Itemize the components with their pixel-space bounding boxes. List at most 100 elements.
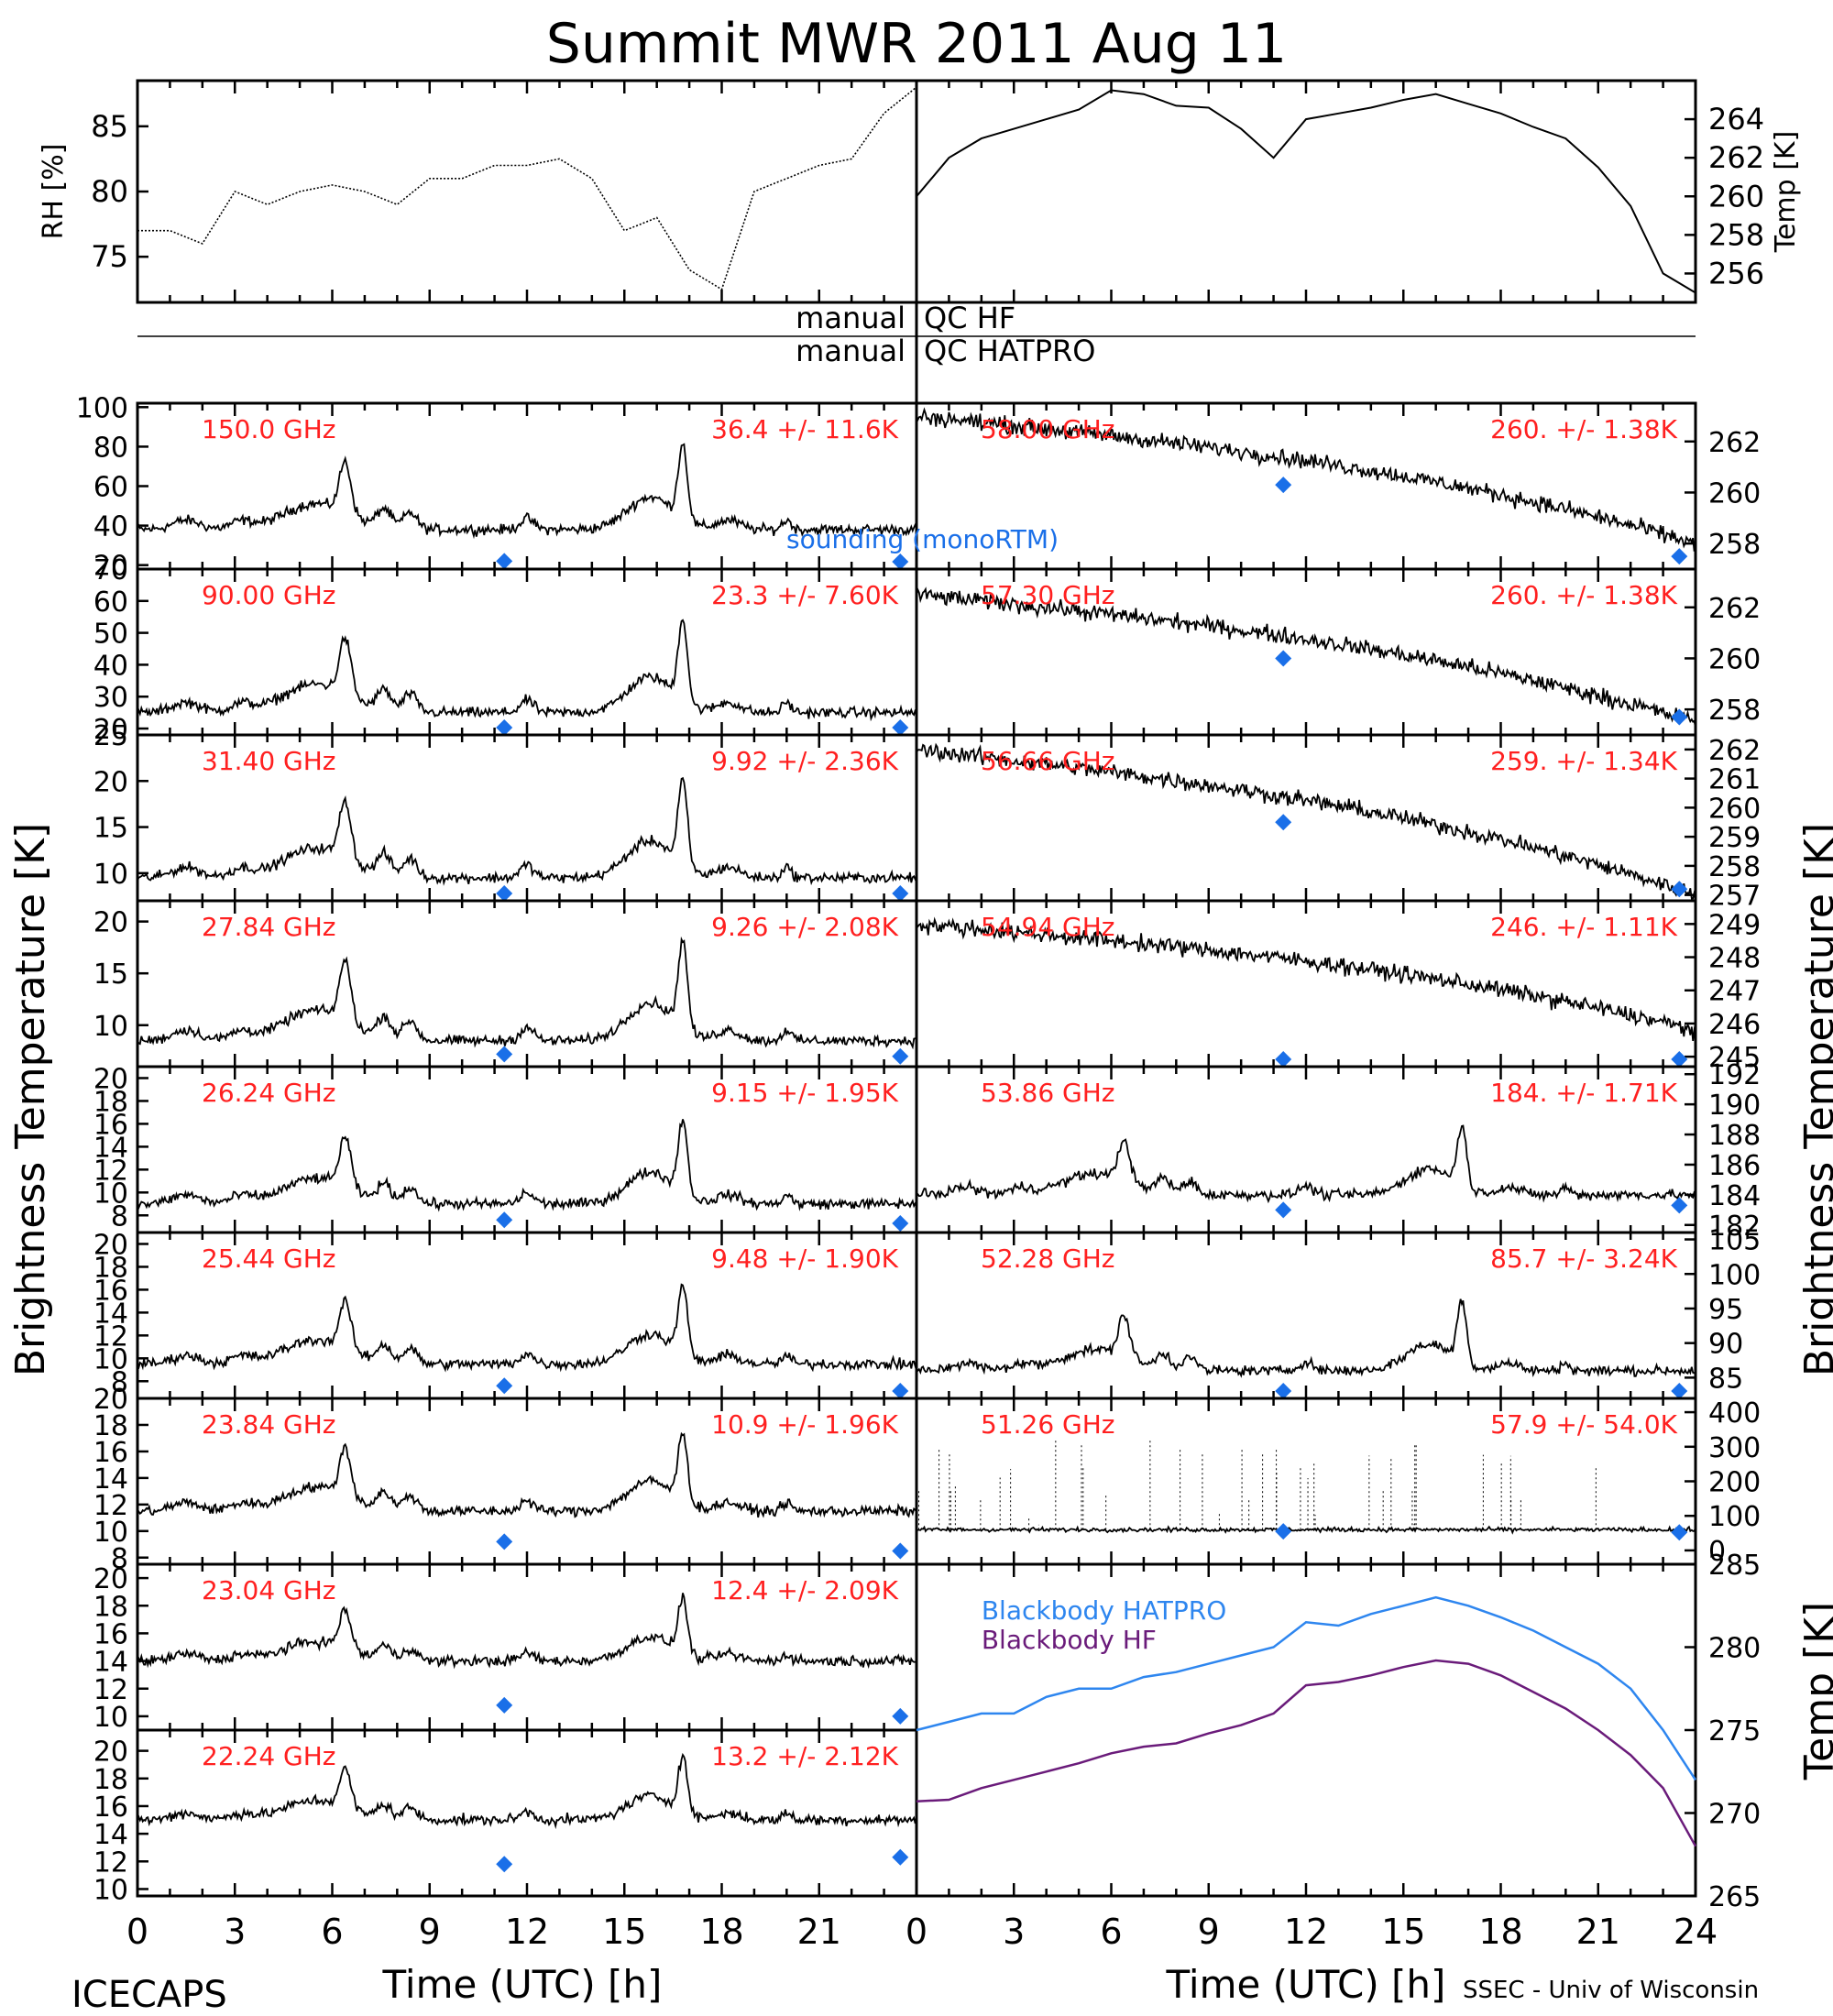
y-tick-label: 285 [1708, 1550, 1761, 1582]
sounding-point [1275, 650, 1292, 667]
y-tick-label: 265 [1708, 1881, 1761, 1913]
y-tick-label: 246 [1708, 1009, 1761, 1041]
series-line [137, 776, 917, 886]
sounding-point [892, 1215, 909, 1233]
y-tick-label: 259 [1708, 822, 1761, 854]
sounding-point [496, 1046, 513, 1063]
series-line [137, 936, 917, 1050]
legend-entry: Blackbody HF [982, 1625, 1157, 1655]
channel-stats: 12.4 +/- 2.09K [711, 1575, 898, 1605]
panel-ch31: 10 15 20 25 31.40 GHz 9.92 +/- 2.36K [93, 720, 918, 903]
figure-title: Summit MWR 2011 Aug 11 [546, 12, 1287, 76]
y-tick-label: 258 [1708, 695, 1761, 727]
y-tick-label: 10 [93, 1343, 128, 1375]
channel-label: 51.26 GHz [981, 1409, 1115, 1440]
y-tick-label: 105 [1708, 1225, 1761, 1257]
y-tick-label: 20 [93, 1063, 128, 1095]
y-tick-label: 20 [93, 1737, 128, 1769]
y-tick-label: 10 [93, 1874, 128, 1906]
y-tick-label: 20 [93, 907, 128, 939]
y-tick-label: 257 [1708, 881, 1761, 913]
y-tick-label: 90 [1708, 1329, 1743, 1361]
x-tick-label: 3 [224, 1912, 246, 1952]
y-tick-label: 188 [1708, 1120, 1761, 1152]
y-tick-label: 14 [93, 1463, 128, 1496]
panel-frame [136, 79, 918, 304]
y-axis-label: Temp [K] [1770, 131, 1802, 254]
series-line [916, 742, 1696, 900]
channel-stats: 10.9 +/- 1.96K [711, 1409, 898, 1440]
series-line [916, 1525, 1696, 1535]
x-tick-label: 6 [321, 1912, 343, 1952]
sounding-point [892, 1542, 909, 1560]
channel-label: 23.84 GHz [202, 1409, 336, 1440]
y-tick-label: 14 [93, 1647, 128, 1679]
y-tick-label: 20 [93, 551, 128, 583]
y-tick-label: 260 [1708, 477, 1761, 509]
y-tick-label: 20 [93, 1384, 128, 1416]
y-tick-label: 182 [1708, 1211, 1761, 1243]
sounding-point [1671, 1383, 1688, 1399]
right-y-axis-label: Brightness Temperature [K] [1796, 823, 1833, 1376]
y-tick-label: 14 [93, 1298, 128, 1330]
panel-frame [915, 79, 1697, 304]
sounding-point [496, 719, 513, 736]
y-tick-label: 261 [1708, 764, 1761, 796]
y-tick-label: 190 [1708, 1090, 1761, 1122]
sounding-point [496, 1211, 513, 1229]
y-tick-label: 12 [93, 1846, 128, 1879]
y-tick-label: 14 [93, 1819, 128, 1851]
y-tick-label: 249 [1708, 909, 1761, 941]
channel-stats: 9.48 +/- 1.90K [711, 1244, 898, 1274]
panel-ch5800: 258 260 262 58.00 GHz 260. +/- 1.38K [915, 401, 1761, 571]
panel-ch2784: 10 15 20 27.84 GHz 9.26 +/- 2.08K [93, 899, 918, 1068]
channel-stats: 246. +/- 1.11K [1490, 912, 1677, 942]
y-tick-label: 16 [93, 1791, 128, 1824]
sounding-point [892, 1848, 909, 1866]
sounding-point [1671, 1197, 1688, 1214]
left-y-axis-label: Brightness Temperature [K] [7, 823, 54, 1376]
y-tick-label: 200 [1708, 1467, 1761, 1499]
sounding-point [1275, 814, 1292, 831]
series-line [137, 443, 917, 540]
channel-label: 58.00 GHz [981, 414, 1115, 444]
panel-blackbody: 265 270 275 280 285 Blackbody HATPROBlackbody… [915, 1550, 1761, 1913]
channel-label: 26.24 GHz [202, 1078, 336, 1108]
x-tick-label: 15 [602, 1912, 646, 1952]
y-tick-label: 192 [1708, 1059, 1761, 1091]
y-tick-label: 10 [93, 1011, 128, 1043]
sounding-point [1671, 1051, 1688, 1068]
channel-label: 57.30 GHz [981, 580, 1115, 610]
sounding-point [1671, 881, 1688, 898]
channel-stats: 57.9 +/- 54.0K [1490, 1409, 1677, 1440]
y-tick-label: 262 [1708, 427, 1761, 459]
qc-row1-right: QC HF [924, 301, 1015, 335]
x-tick-label: 6 [1100, 1912, 1122, 1952]
y-tick-label: 8 [111, 1543, 128, 1575]
y-tick-label: 85 [91, 109, 128, 144]
y-tick-label: 270 [1708, 1799, 1761, 1831]
sounding-point [496, 553, 513, 570]
sounding-point [1275, 477, 1292, 494]
y-tick-label: 260 [1708, 179, 1764, 214]
y-tick-label: 15 [93, 959, 128, 991]
y-tick-label: 95 [1708, 1294, 1743, 1326]
panel-ch5730: 258 260 262 57.30 GHz 260. +/- 1.38K [915, 567, 1761, 737]
y-tick-label: 18 [93, 1252, 128, 1284]
channel-label: 54.94 GHz [981, 912, 1115, 942]
y-tick-label: 18 [93, 1591, 128, 1623]
footer-left: ICECAPS [71, 1974, 227, 2016]
y-tick-label: 100 [76, 392, 128, 424]
y-tick-label: 12 [93, 1674, 128, 1706]
series-line [916, 407, 1696, 552]
y-tick-label: 264 [1708, 102, 1764, 137]
y-tick-label: 300 [1708, 1432, 1761, 1464]
x-tick-label: 18 [1478, 1912, 1522, 1952]
y-tick-label: 16 [93, 1109, 128, 1141]
channel-stats: 184. +/- 1.71K [1490, 1078, 1677, 1108]
y-axis-label: RH [%] [38, 144, 70, 240]
